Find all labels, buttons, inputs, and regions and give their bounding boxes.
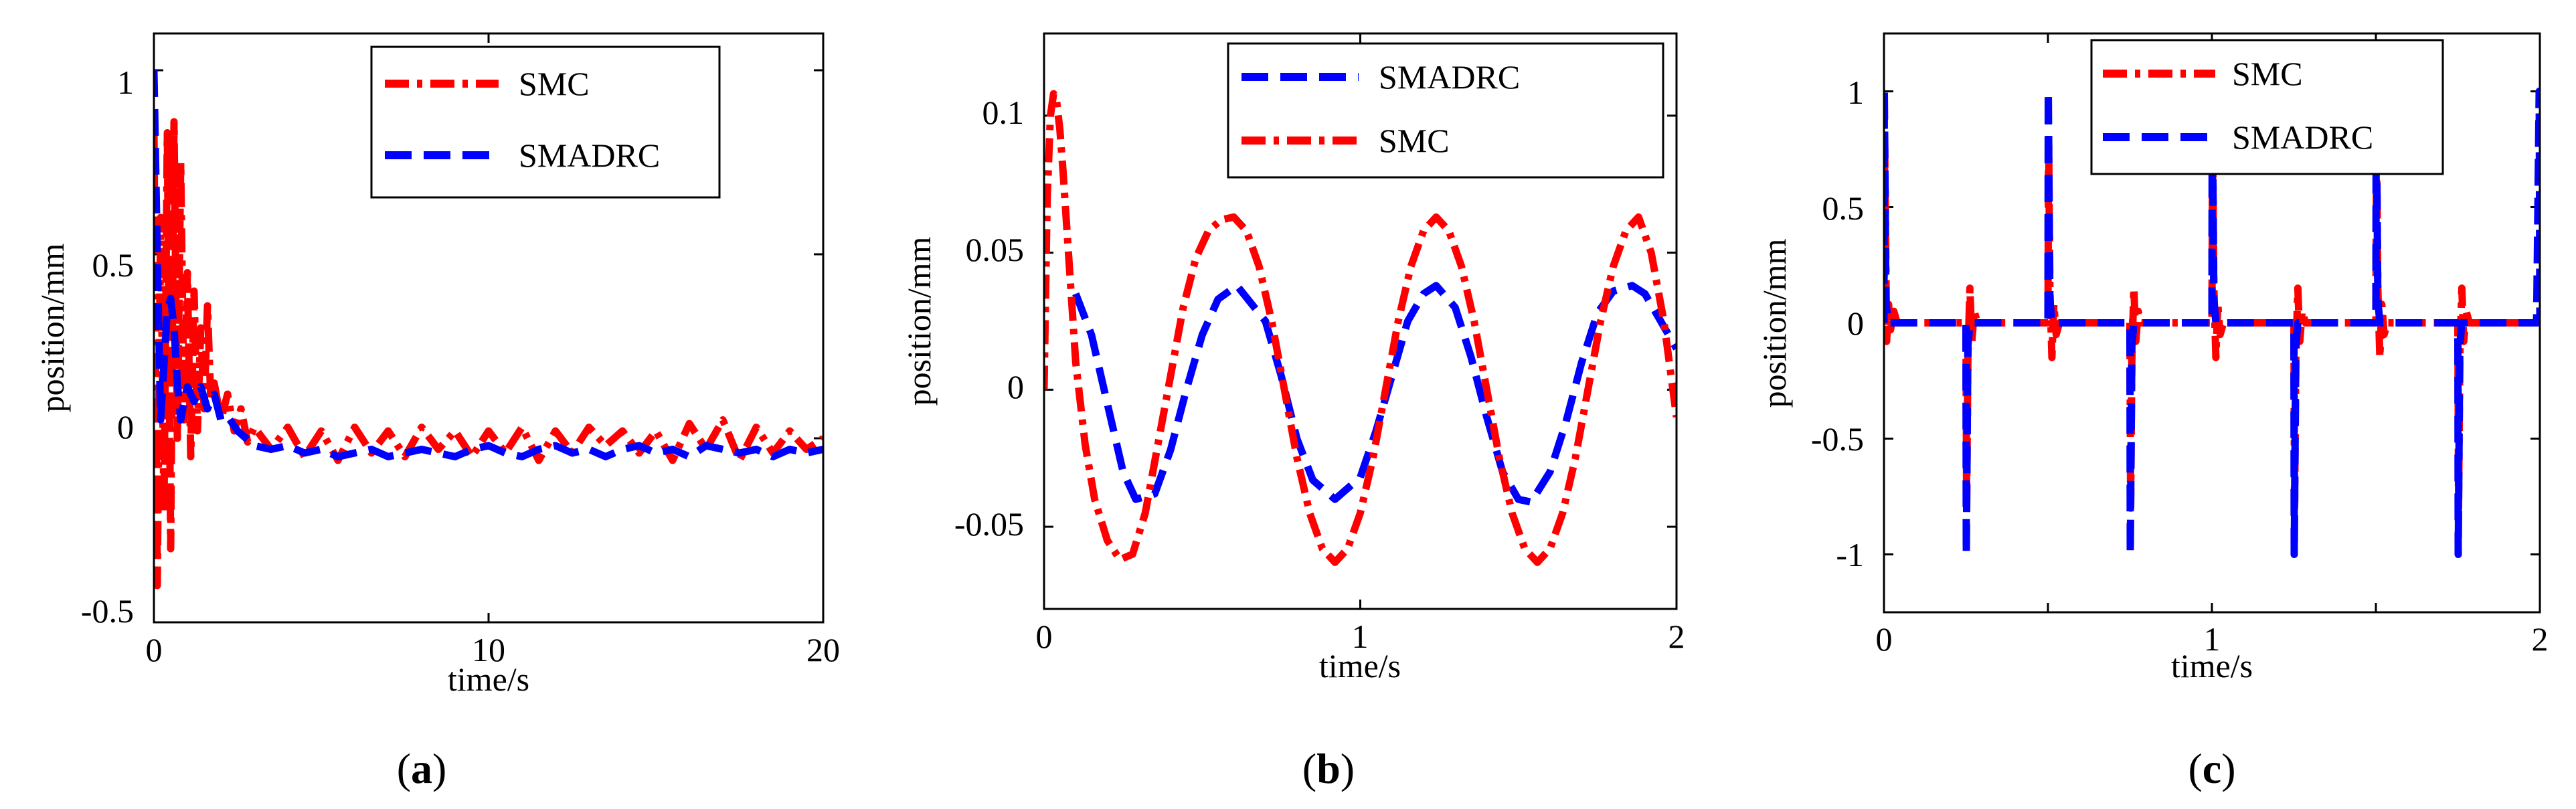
panel-a-plot-area: [154, 70, 823, 590]
panel-c-axes-frame: [1883, 32, 2541, 614]
panel-b-ytick-label: 0.1: [982, 94, 1025, 131]
panel-b-xtick-label: 2: [1668, 618, 1685, 655]
panel-a-caption: (a): [397, 745, 447, 792]
panel-b-ytick-label: 0: [1007, 368, 1024, 406]
panel-a-series-smc: [154, 118, 823, 590]
panel-c-ytick-label: 0: [1847, 304, 1864, 342]
panel-c-ylabel: position/mm: [1755, 238, 1793, 408]
panel-a-legend: SMC SMADRC: [370, 46, 721, 199]
panel-c-legend-label-smadrc: SMADRC: [2232, 118, 2373, 156]
panel-b-caption-letter: b: [1316, 745, 1341, 792]
panel-c-ytick-label: -0.5: [1811, 420, 1864, 458]
panel-a-legend-box: [370, 46, 721, 199]
panel-b-ytick-label: -0.05: [954, 505, 1024, 543]
panel-c-caption: (c): [2188, 745, 2235, 792]
panel-b-xtick-label: 1: [1352, 618, 1369, 655]
panel-a-legend-label-smadrc: SMADRC: [519, 137, 660, 174]
panel-c: 1 0.5 0 -0.5 -1 0 1 2 time/s position/mm…: [1755, 32, 2549, 792]
panel-a-ytick-label: 1: [117, 64, 134, 101]
panel-a-xlabel: time/s: [448, 660, 529, 698]
panel-b-legend-box: [1227, 42, 1664, 179]
panel-c-caption-letter: c: [2203, 745, 2221, 792]
panel-c-ytick-label: 1: [1847, 74, 1864, 111]
panel-a-series-smadrc: [154, 70, 823, 460]
panel-b-series-smc: [1044, 90, 1677, 566]
panel-c-xtick-label: 1: [2204, 620, 2221, 658]
panel-a-legend-label-smc: SMC: [519, 65, 590, 102]
panel-c-caption-close: ): [2221, 745, 2235, 792]
panel-b-xlabel: time/s: [1319, 647, 1401, 685]
panel-b-legend-label-smc: SMC: [1379, 122, 1450, 159]
panel-a-caption-open: (: [397, 745, 411, 792]
panel-c-xtick-label: 2: [2532, 620, 2549, 658]
panel-a-caption-letter: a: [411, 745, 432, 792]
panel-a-ylabel: position/mm: [33, 243, 71, 412]
panel-c-series-smadrc: [1884, 88, 2540, 558]
panel-c-legend-label-smc: SMC: [2232, 55, 2303, 92]
panel-b-caption-close: ): [1341, 745, 1355, 792]
panel-a-xtick-label: 10: [472, 631, 505, 668]
panel-c-legend: SMC SMADRC: [2090, 39, 2444, 175]
panel-a-axes-frame: [153, 32, 825, 624]
panel-c-xtick-label: 0: [1876, 620, 1893, 658]
panel-b-caption-open: (: [1302, 745, 1316, 792]
panel-b-xtick-label: 0: [1036, 618, 1053, 655]
panel-a: 1 0.5 0 -0.5 0 10 20 time/s position/mm …: [33, 32, 840, 792]
panel-b-plot-area: [1044, 90, 1677, 566]
panel-a-ytick-label: 0.5: [92, 246, 135, 284]
panel-b-caption: (b): [1302, 745, 1355, 792]
panel-b: 0.1 0.05 0 -0.05 0 1 2 time/s position/m…: [900, 32, 1685, 792]
panel-c-xlabel: time/s: [2171, 647, 2253, 685]
panel-c-plot-area: [1884, 88, 2540, 558]
panel-a-xtick-label: 0: [146, 631, 163, 668]
panel-b-ylabel: position/mm: [900, 236, 938, 406]
panel-b-axes-frame: [1043, 32, 1678, 610]
panel-b-legend: SMADRC SMC: [1227, 42, 1664, 179]
panel-c-ytick-label: -1: [1836, 536, 1864, 573]
panel-c-ytick-label: 0.5: [1822, 189, 1865, 227]
panel-b-ytick-label: 0.05: [966, 231, 1025, 268]
panel-a-caption-close: ): [432, 745, 446, 792]
panel-c-legend-box: [2090, 39, 2444, 175]
panel-a-ytick-label: 0: [117, 408, 134, 446]
panel-c-caption-open: (: [2188, 745, 2202, 792]
panel-b-series-smadrc: [1072, 282, 1677, 506]
panel-b-legend-label-smadrc: SMADRC: [1379, 58, 1520, 96]
panel-a-ytick-label: -0.5: [81, 592, 134, 630]
panel-a-xtick-label: 20: [806, 631, 840, 668]
